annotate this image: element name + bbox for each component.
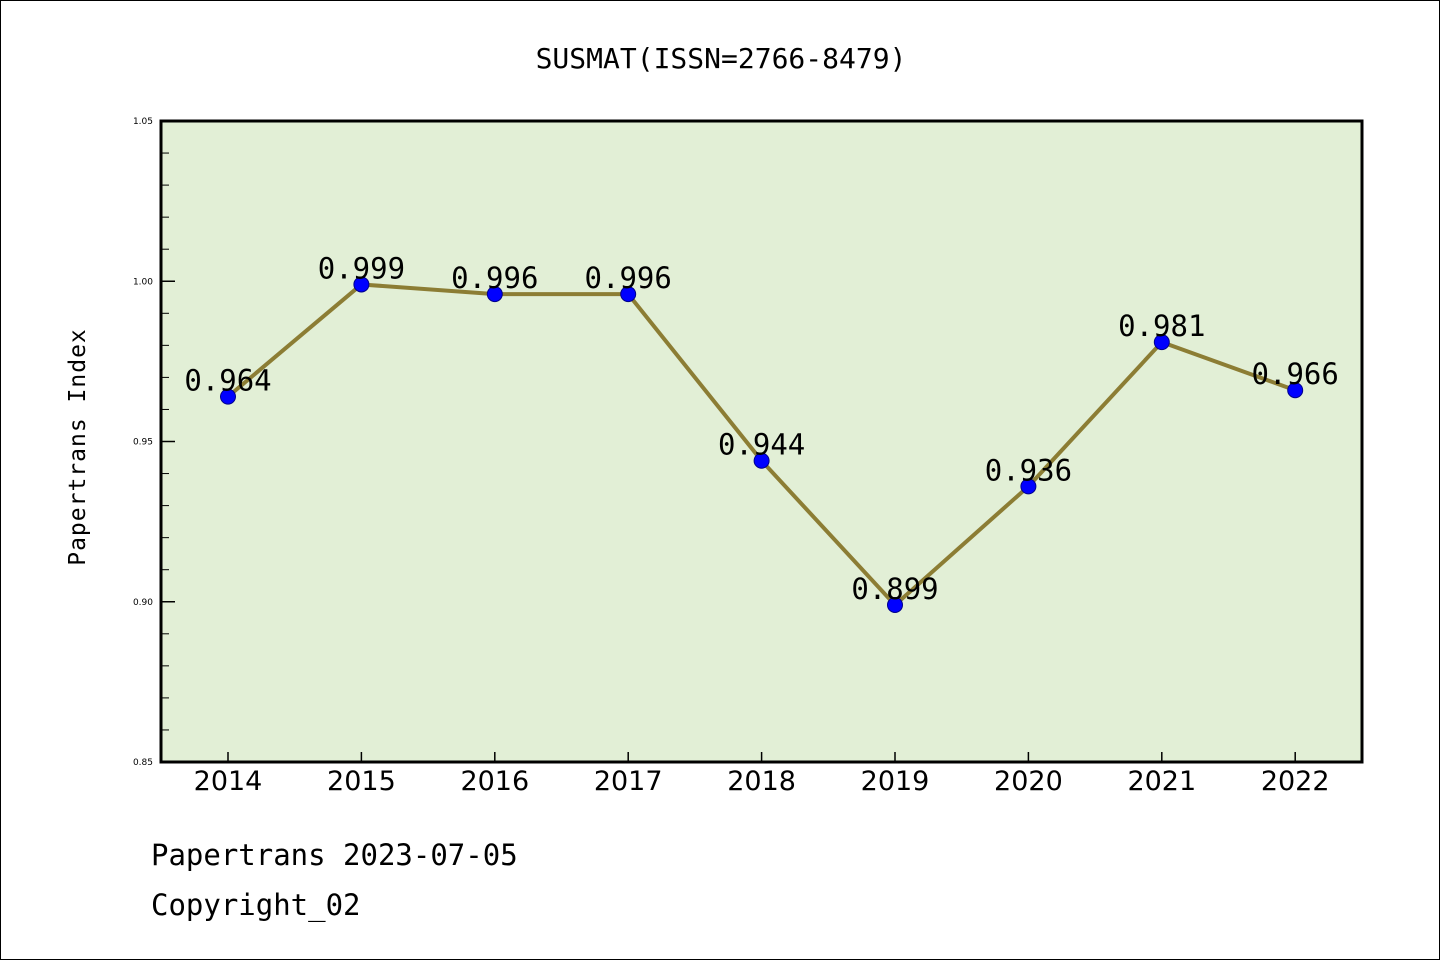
y-tick-label: 0.95 bbox=[133, 438, 153, 448]
plot-area bbox=[159, 119, 1364, 764]
footer-date: Papertrans 2023-07-05 bbox=[151, 838, 518, 872]
x-tick-label: 2015 bbox=[327, 766, 396, 797]
x-tick-label: 2014 bbox=[194, 766, 263, 797]
data-point bbox=[753, 452, 770, 469]
x-axis: 2014 2015 2016 2017 2018 2019 2020 2021 2022 bbox=[194, 752, 1330, 797]
series-papertrans-index: 0.964 0.999 0.996 0.996 0.944 0.899 0.936 0.981… bbox=[184, 251, 1339, 613]
y-tick-label: 0.85 bbox=[133, 758, 153, 768]
data-point bbox=[1153, 334, 1170, 351]
x-tick-label: 2017 bbox=[594, 766, 663, 797]
y-tick-label: 0.90 bbox=[133, 598, 153, 608]
data-point bbox=[353, 276, 370, 293]
data-label: 0.936 bbox=[985, 453, 1072, 487]
data-point bbox=[887, 596, 903, 613]
y-axis: 0.85 0.90 0.95 1.00 1.05 bbox=[133, 117, 175, 768]
data-point bbox=[1020, 478, 1037, 495]
data-point bbox=[1287, 382, 1304, 399]
y-tick-label: 1.00 bbox=[133, 277, 153, 287]
data-label: 0.981 bbox=[1118, 309, 1205, 343]
x-tick-label: 2019 bbox=[861, 766, 930, 797]
footer-copyright: Copyright_02 bbox=[151, 888, 361, 923]
y-tick-label: 1.05 bbox=[133, 117, 153, 127]
data-label: 0.964 bbox=[184, 364, 271, 398]
data-label: 0.996 bbox=[451, 261, 538, 295]
x-tick-label: 2022 bbox=[1261, 766, 1330, 797]
data-point bbox=[220, 388, 236, 405]
x-tick-label: 2018 bbox=[727, 766, 796, 797]
data-label: 0.899 bbox=[851, 572, 938, 606]
y-axis-label: Papertrans Index bbox=[65, 328, 91, 566]
data-label: 0.999 bbox=[318, 251, 405, 285]
data-point bbox=[620, 286, 637, 303]
chart-title: SUSMAT(ISSN=2766-8479) bbox=[536, 42, 907, 75]
data-point bbox=[486, 286, 503, 303]
x-tick-label: 2020 bbox=[994, 766, 1063, 797]
data-label: 0.996 bbox=[585, 261, 672, 295]
data-label: 0.966 bbox=[1252, 357, 1339, 391]
x-tick-label: 2016 bbox=[460, 766, 529, 797]
data-label: 0.944 bbox=[718, 428, 805, 462]
x-tick-label: 2021 bbox=[1127, 766, 1196, 797]
